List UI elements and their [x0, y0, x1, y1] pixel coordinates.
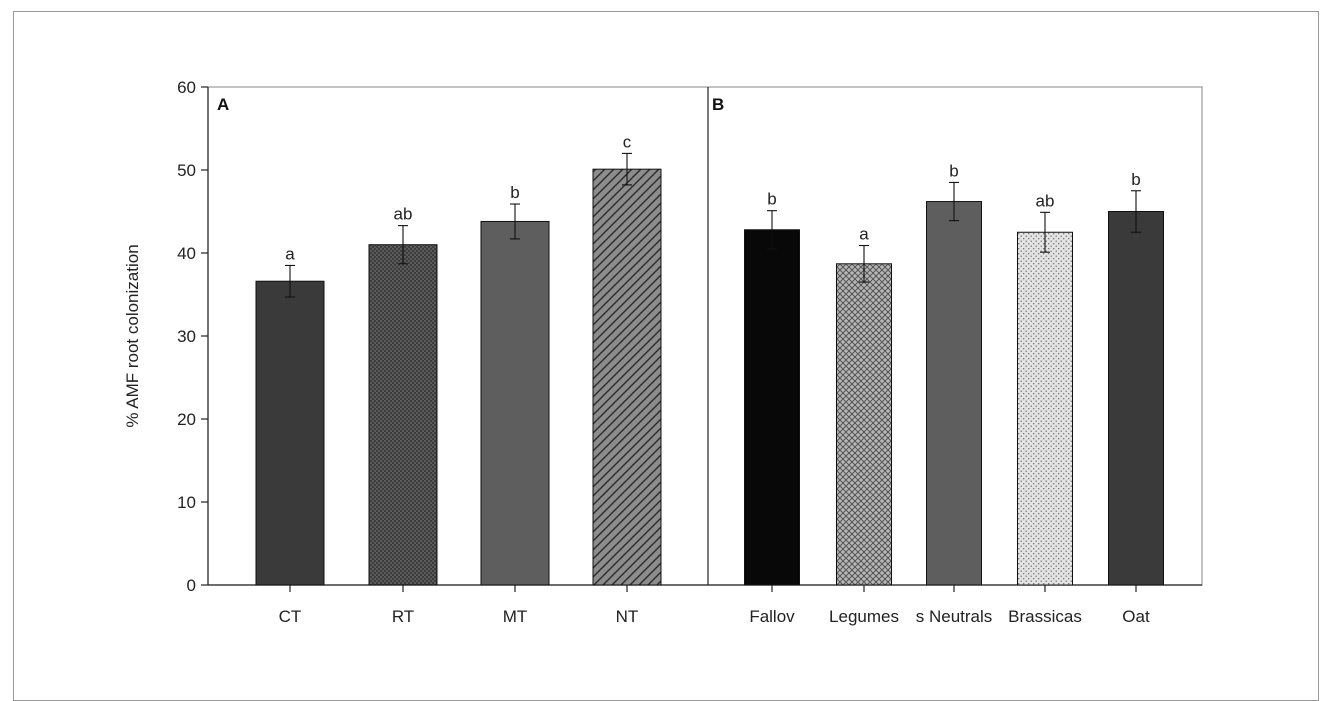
bars: [255, 168, 1164, 586]
bar: [592, 168, 662, 586]
category-label: NT: [616, 607, 639, 626]
significance-label: b: [510, 183, 519, 202]
y-tick-label: 50: [177, 161, 196, 180]
panel-label-a: A: [217, 95, 229, 114]
y-tick-label: 10: [177, 493, 196, 512]
bar: [480, 220, 550, 586]
significance-label: b: [949, 161, 958, 180]
category-label: Oat: [1122, 607, 1150, 626]
error-bars: [285, 152, 1141, 298]
significance-label: a: [285, 244, 295, 263]
category-label: Fallov: [749, 607, 795, 626]
category-label: MT: [503, 607, 528, 626]
category-label: CT: [279, 607, 302, 626]
panel-label-b: B: [712, 95, 724, 114]
significance-label: ab: [394, 205, 413, 224]
bar: [368, 244, 438, 586]
y-tick-label: 0: [187, 576, 196, 595]
bar: [926, 201, 982, 586]
category-label: s Neutrals: [916, 607, 993, 626]
y-axis-label-group: % AMF root colonization: [123, 244, 142, 427]
bar: [1108, 211, 1164, 586]
y-axis-ticks: 0 10 20 30 40 50 60: [177, 78, 208, 595]
y-tick-label: 20: [177, 410, 196, 429]
bar: [836, 263, 892, 586]
figure-frame: [13, 11, 1319, 701]
x-axis-ticks: [289, 585, 1137, 592]
y-axis-label: % AMF root colonization: [123, 244, 142, 427]
significance-label: c: [623, 132, 632, 151]
y-tick-label: 40: [177, 244, 196, 263]
category-label: RT: [392, 607, 414, 626]
significance-label: ab: [1036, 191, 1055, 210]
significance-label: a: [859, 225, 869, 244]
category-labels: CT RT MT NT Fallov Legumes s Neutrals Brassicas…: [279, 607, 1150, 626]
bar: [744, 229, 800, 586]
significance-label: b: [1131, 170, 1140, 189]
significance-label: b: [767, 190, 776, 209]
y-tick-label: 30: [177, 327, 196, 346]
y-tick-label: 60: [177, 78, 196, 97]
bar: [255, 280, 325, 586]
amf-colonization-chart: % AMF root colonization 0 10 20 30 40 50 60 a a…: [123, 78, 1203, 626]
bar: [1017, 231, 1073, 586]
category-label: Brassicas: [1008, 607, 1082, 626]
category-label: Legumes: [829, 607, 899, 626]
